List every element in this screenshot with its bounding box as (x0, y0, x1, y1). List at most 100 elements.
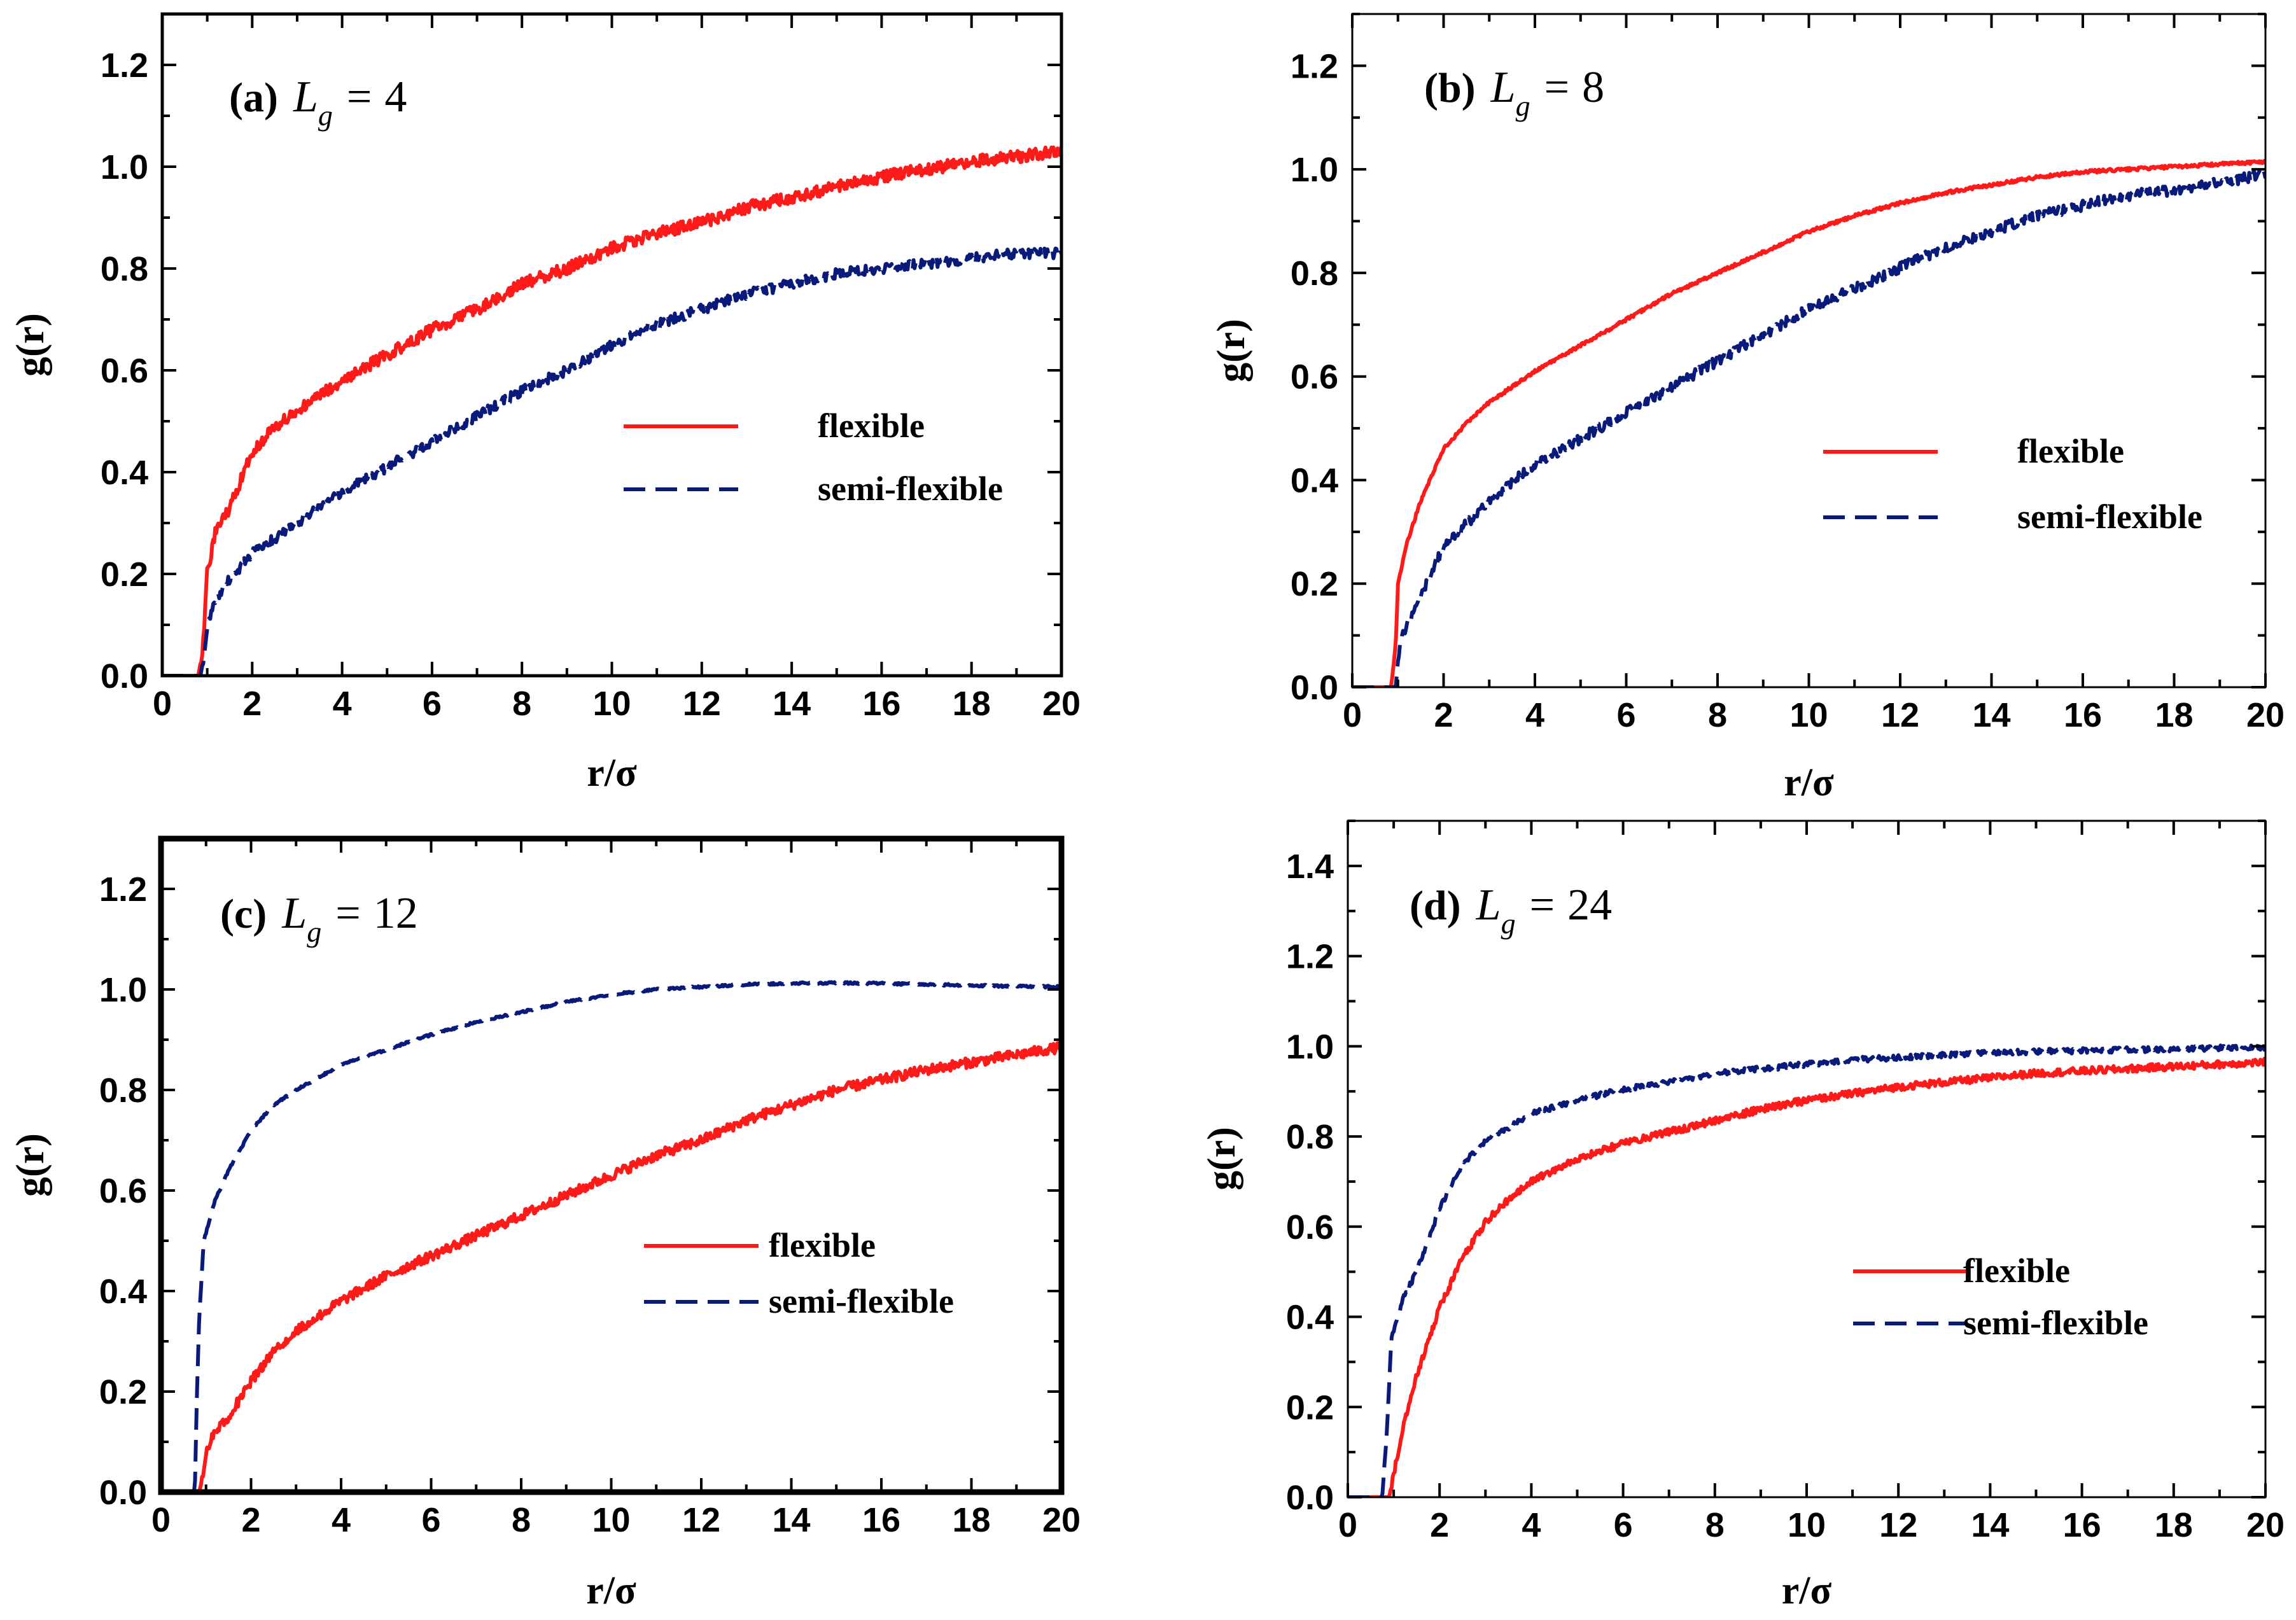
lg-equals: = (347, 73, 372, 122)
legend: flexible semi-flexible (1853, 1252, 2148, 1342)
lg-subscript: g (307, 916, 321, 948)
chart-panel-c: 0 2 4 6 8 10 12 14 16 18 20 0.0 0.2 0.4 0.6 0.8 1.0 1.2 r/… (9, 835, 1081, 1612)
y-tick-label: 0.4 (101, 454, 148, 492)
y-tick-label: 0.6 (1291, 358, 1338, 396)
panel-tag: (b) (1424, 65, 1476, 111)
series-flexible-line (161, 1041, 1061, 1492)
x-tick-label: 6 (421, 1501, 440, 1539)
panel-annotation: (d) Lg = 24 (1410, 881, 1612, 940)
x-tick-label: 12 (683, 685, 721, 723)
legend: flexible semi-flexible (644, 1226, 954, 1320)
y-tick-label: 0.0 (101, 657, 148, 695)
x-tick-label: 4 (333, 685, 352, 723)
x-tick-label: 0 (1343, 696, 1362, 734)
y-tick-label: 1.0 (1286, 1028, 1334, 1066)
lg-value: 8 (1582, 63, 1604, 112)
legend-label-flexible: flexible (769, 1226, 876, 1264)
panel-tag: (c) (220, 891, 267, 937)
x-tick-label: 12 (682, 1501, 720, 1539)
x-tick-label: 6 (1614, 1506, 1633, 1544)
y-tick-label: 0.0 (1291, 669, 1338, 707)
x-tick-label: 20 (1042, 685, 1081, 723)
x-tick-label: 8 (1705, 1506, 1725, 1544)
series-semi-flexible-line (1348, 1044, 2265, 1497)
x-tick-label: 10 (1788, 1506, 1826, 1544)
y-tick-label: 1.0 (99, 971, 147, 1009)
x-tick-label: 2 (1430, 1506, 1449, 1544)
y-tick-label: 1.4 (1286, 848, 1334, 886)
panel-annotation: (c) Lg = 12 (220, 889, 418, 948)
y-tick-label: 0.4 (1291, 461, 1338, 499)
x-axis-title: r/σ (1784, 761, 1834, 804)
x-tick-label: 0 (153, 685, 172, 723)
legend-label-semi-flexible: semi-flexible (1963, 1304, 2148, 1342)
lg-subscript: g (1516, 90, 1530, 122)
chart-panel-b: 0 2 4 6 8 10 12 14 16 18 20 0.0 0.2 0.4 0.6 0.8 1.0 1.2 r/… (1210, 13, 2285, 804)
y-tick-label: 0.2 (1286, 1388, 1334, 1427)
series-semi-flexible-line (161, 980, 1061, 1492)
x-tick-label: 20 (2246, 696, 2285, 734)
x-tick-label: 18 (2155, 1506, 2193, 1544)
x-tick-label: 4 (1525, 696, 1544, 734)
plot-frame (1351, 13, 2267, 688)
y-tick-label: 0.2 (99, 1373, 147, 1411)
x-tick-label: 0 (151, 1501, 171, 1539)
y-axis-title: g(r) (1200, 1127, 1243, 1191)
legend-label-flexible: flexible (1963, 1252, 2070, 1290)
x-tick-label: 16 (2064, 696, 2102, 734)
series-semi-flexible-line (1352, 168, 2265, 687)
x-tick-label: 14 (1971, 1506, 2009, 1544)
legend-label-semi-flexible: semi-flexible (769, 1282, 954, 1320)
x-tick-label: 6 (423, 685, 442, 723)
y-axis-title: g(r) (1210, 319, 1253, 382)
y-axis-title: g(r) (9, 313, 52, 377)
y-tick-label: 1.2 (99, 870, 147, 909)
y-tick-label: 0.6 (101, 352, 148, 390)
series-flexible-line (1348, 1056, 2265, 1497)
lg-symbol: L (281, 889, 307, 938)
series-semi-flexible-line (162, 246, 1061, 676)
x-tick-label: 2 (241, 1501, 260, 1539)
lg-equals: = (1544, 63, 1569, 112)
chart-panel-a: 0 2 4 6 8 10 12 14 16 18 20 0.0 0.2 0.4 0.6 0.8 1.0 1.2 r/… (9, 12, 1081, 795)
x-tick-label: 18 (953, 685, 991, 723)
y-tick-label: 1.0 (101, 148, 148, 186)
y-tick-label: 1.2 (1291, 47, 1338, 85)
y-tick-label: 0.8 (101, 250, 148, 288)
x-axis-title: r/σ (1782, 1569, 1832, 1612)
x-tick-label: 8 (512, 685, 531, 723)
series-flexible-line (162, 145, 1061, 676)
y-tick-label: 0.6 (1286, 1208, 1334, 1246)
legend-label-flexible: flexible (818, 407, 925, 445)
x-axis-title: r/σ (587, 751, 637, 795)
y-axis-title: g(r) (9, 1133, 52, 1197)
x-tick-label: 0 (1338, 1506, 1357, 1544)
x-tick-label: 18 (2155, 696, 2193, 734)
panel-tag: (d) (1410, 883, 1461, 929)
panel-tag: (a) (229, 74, 278, 121)
y-tick-label: 0.0 (99, 1474, 147, 1512)
lg-equals: = (1530, 881, 1555, 930)
x-tick-label: 14 (773, 685, 811, 723)
lg-value: 4 (384, 73, 407, 122)
series-flexible-line (1352, 158, 2265, 687)
y-tick-label: 0.2 (101, 555, 148, 594)
x-tick-label: 2 (1434, 696, 1453, 734)
lg-symbol: L (1490, 63, 1516, 112)
x-tick-label: 14 (772, 1501, 810, 1539)
chart-panel-d: 0 2 4 6 8 10 12 14 16 18 200.00.20.40.60.81.01.21.… (1200, 820, 2285, 1612)
legend-label-semi-flexible: semi-flexible (2017, 498, 2202, 536)
x-tick-label: 16 (2063, 1506, 2101, 1544)
y-tick-label: 1.0 (1291, 151, 1338, 189)
x-tick-label: 2 (242, 685, 262, 723)
y-tick-label: 0.8 (1291, 255, 1338, 293)
y-tick-label: 0.4 (99, 1273, 147, 1311)
x-tick-label: 6 (1616, 696, 1635, 734)
y-tick-label: 0.2 (1291, 565, 1338, 603)
x-tick-label: 16 (862, 1501, 900, 1539)
panel-annotation: (a) Lg = 4 (229, 73, 407, 132)
y-tick-label: 0.6 (99, 1172, 147, 1210)
lg-value: 12 (374, 889, 418, 938)
x-tick-label: 8 (1708, 696, 1727, 734)
panel-annotation: (b) Lg = 8 (1424, 63, 1604, 122)
